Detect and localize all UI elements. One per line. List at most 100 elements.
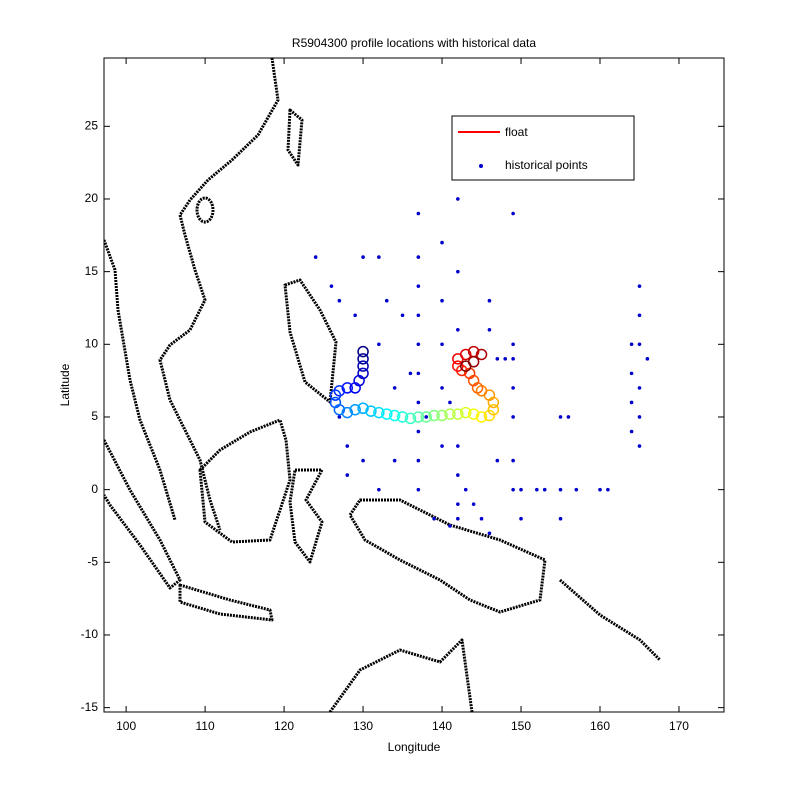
float-profile: [436, 409, 448, 422]
historical-point: [558, 415, 563, 419]
y-tick-label: -10: [81, 627, 99, 641]
float-profile: [349, 403, 361, 416]
historical-point: [511, 415, 515, 419]
coastline: [283, 278, 338, 404]
historical-point: [598, 487, 602, 492]
historical-point: [400, 313, 405, 318]
historical-point: [416, 487, 421, 492]
historical-point: [440, 342, 444, 347]
historical-point: [637, 415, 642, 419]
float-profile: [459, 360, 472, 372]
x-tick-label: 170: [669, 719, 689, 733]
coastline: [286, 108, 304, 167]
historical-point: [463, 487, 468, 492]
historical-point: [456, 197, 460, 201]
float-profile: [412, 411, 425, 423]
float-profile: [357, 402, 369, 415]
historical-point: [456, 444, 460, 448]
plot-marks: [313, 197, 650, 536]
historical-point: [424, 415, 429, 419]
historical-point: [416, 255, 421, 259]
coastline: [198, 418, 292, 544]
float-profile: [357, 360, 369, 372]
historical-point: [416, 284, 421, 288]
historical-point: [645, 357, 650, 361]
historical-point: [392, 458, 397, 463]
y-tick-label: 5: [91, 409, 98, 423]
legend-label: historical points: [505, 158, 588, 172]
historical-point: [511, 458, 515, 463]
historical-point: [408, 371, 413, 376]
float-profile: [475, 348, 488, 361]
historical-point: [456, 327, 460, 332]
historical-point: [637, 444, 642, 448]
historical-point: [487, 531, 492, 536]
historical-point: [629, 371, 634, 376]
historical-point: [313, 255, 318, 259]
historical-point: [487, 327, 492, 332]
float-profile: [388, 409, 401, 422]
float-profile: [381, 408, 393, 420]
historical-point: [456, 516, 460, 521]
float-profile: [459, 406, 472, 419]
x-tick-label: 160: [590, 719, 610, 733]
historical-point: [511, 211, 515, 216]
float-profile: [487, 403, 500, 416]
historical-point: [416, 400, 421, 405]
historical-point: [329, 284, 334, 288]
float-profile: [467, 408, 480, 420]
historical-point: [456, 502, 460, 506]
historical-point: [629, 400, 634, 405]
float-profile: [459, 348, 472, 361]
historical-point: [416, 313, 421, 318]
y-tick-label: -15: [81, 700, 99, 714]
float-profile: [452, 408, 464, 420]
float-profile: [357, 345, 369, 358]
historical-point: [503, 357, 508, 361]
float-profile: [396, 411, 409, 423]
historical-point: [432, 516, 436, 521]
historical-point: [511, 342, 515, 347]
historical-point: [337, 298, 342, 303]
coastline: [158, 58, 280, 531]
y-tick-label: 10: [85, 336, 99, 350]
coastline: [288, 468, 324, 564]
x-axis-label: Longitude: [388, 740, 441, 754]
float-profile: [452, 360, 464, 372]
axes-box: [103, 57, 725, 713]
historical-point: [487, 298, 492, 303]
float-profile: [444, 408, 456, 420]
float-profile: [373, 406, 385, 419]
historical-point: [566, 415, 571, 419]
x-tick-label: 140: [432, 719, 452, 733]
coastline: [328, 638, 474, 712]
historical-point: [558, 516, 563, 521]
float-profile: [420, 411, 432, 423]
historical-point: [377, 255, 381, 259]
historical-point: [511, 357, 515, 361]
y-tick-label: 25: [85, 118, 99, 132]
historical-point: [456, 473, 460, 477]
historical-point: [416, 342, 421, 347]
historical-point: [535, 487, 539, 492]
legend: float historical points: [451, 115, 635, 181]
x-tick-label: 110: [196, 719, 215, 733]
historical-point: [637, 313, 642, 318]
coastline: [559, 578, 662, 662]
float-profile: [329, 389, 342, 401]
float-profile: [341, 382, 354, 394]
legend-marker: [479, 164, 483, 168]
historical-point: [574, 487, 579, 492]
historical-point: [606, 487, 610, 492]
coastlines: [104, 58, 662, 712]
historical-point: [416, 371, 421, 376]
coastline: [104, 239, 177, 521]
y-axis-label: Latitude: [58, 363, 72, 406]
historical-point: [377, 342, 381, 347]
historical-point: [440, 298, 444, 303]
float-profile: [483, 409, 496, 422]
historical-point: [440, 386, 444, 390]
historical-point: [345, 444, 350, 448]
float-profile: [428, 409, 440, 422]
